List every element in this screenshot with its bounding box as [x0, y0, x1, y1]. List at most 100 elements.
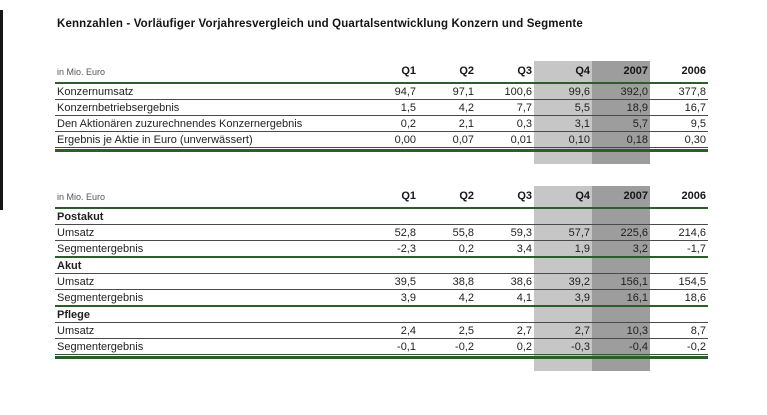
cell: 2,1 [458, 117, 474, 130]
cell: 214,6 [678, 226, 706, 239]
cell: 1,5 [400, 101, 416, 114]
cell: 9,5 [690, 117, 706, 130]
row-label: Segmentergebnis [57, 291, 144, 304]
cell: 5,5 [574, 101, 590, 114]
table-row: Umsatz 52,8 55,8 59,3 57,7 225,6 214,6 [55, 225, 708, 241]
unit-label: in Mio. Euro [57, 67, 106, 77]
cell: 38,8 [452, 275, 474, 288]
col-header-q4: Q4 [575, 190, 590, 202]
cell: 4,2 [458, 101, 474, 114]
cell: 0,3 [516, 117, 532, 130]
table-row: Segmentergebnis -2,3 0,2 3,4 1,9 3,2 -1,… [55, 241, 708, 257]
cell: 8,7 [690, 324, 706, 337]
cell: 59,3 [510, 226, 532, 239]
row-label: Den Aktionären zuzurechnendes Konzernerg… [57, 117, 303, 130]
col-header-2007: 2007 [623, 190, 648, 202]
col-header-q3: Q3 [517, 65, 532, 77]
cell: 3,9 [400, 291, 416, 304]
year-2007-highlight-band [592, 61, 650, 164]
cell: 1,9 [574, 242, 590, 255]
col-header-q2: Q2 [459, 190, 474, 202]
cell: 2,7 [574, 324, 590, 337]
segment-table-wrap: in Mio. Euro Q1 Q2 Q3 Q4 2007 2006 Posta… [55, 186, 708, 371]
table-row: Den Aktionären zuzurechnendes Konzernerg… [55, 116, 708, 132]
cell: 154,5 [678, 275, 706, 288]
cell: 97,1 [452, 85, 474, 98]
cell: 0,2 [458, 242, 474, 255]
col-header-q2: Q2 [459, 65, 474, 77]
cell: 4,1 [516, 291, 532, 304]
cell: -0,2 [455, 340, 474, 353]
cell: 16,1 [626, 291, 648, 304]
cell: -0,3 [571, 340, 590, 353]
cell: 52,8 [394, 226, 416, 239]
cell: 39,5 [394, 275, 416, 288]
col-header-q1: Q1 [401, 190, 416, 202]
cell: 16,7 [684, 101, 706, 114]
cell: 0,2 [400, 117, 416, 130]
cell: 0,2 [516, 340, 532, 353]
cell: 2,4 [400, 324, 416, 337]
cell: 3,4 [516, 242, 532, 255]
col-header-q1: Q1 [401, 65, 416, 77]
konzern-table-wrap: in Mio. Euro Q1 Q2 Q3 Q4 2007 2006 Konze… [55, 61, 708, 164]
cell: -1,7 [687, 242, 706, 255]
col-header-q3: Q3 [517, 190, 532, 202]
cell: 2,7 [516, 324, 532, 337]
table-row: Segmentergebnis 3,9 4,2 4,1 3,9 16,1 18,… [55, 290, 708, 306]
cell: 94,7 [394, 85, 416, 98]
cell: -0,4 [629, 340, 648, 353]
cell: -2,3 [397, 242, 416, 255]
table-row: Ergebnis je Aktie in Euro (unverwässert)… [55, 132, 708, 148]
row-label: Segmentergebnis [57, 340, 144, 353]
cell: 18,9 [626, 101, 648, 114]
section-header-akut: Akut [55, 257, 708, 274]
cell: 57,7 [568, 226, 590, 239]
cell: -0,1 [397, 340, 416, 353]
section-label: Postakut [57, 210, 104, 223]
cell: 3,2 [632, 242, 648, 255]
segment-table: in Mio. Euro Q1 Q2 Q3 Q4 2007 2006 Posta… [55, 186, 708, 355]
row-label: Umsatz [57, 226, 95, 239]
cell: 3,9 [574, 291, 590, 304]
section-label: Akut [57, 259, 82, 272]
segment-header-row: in Mio. Euro Q1 Q2 Q3 Q4 2007 2006 [55, 186, 708, 208]
section-header-postakut: Postakut [55, 208, 708, 225]
table-row: Umsatz 39,5 38,8 38,6 39,2 156,1 154,5 [55, 274, 708, 290]
cell: 377,8 [678, 85, 706, 98]
cell: 39,2 [568, 275, 590, 288]
cell: 5,7 [632, 117, 648, 130]
cell: 392,0 [620, 85, 648, 98]
cell: 99,6 [568, 85, 590, 98]
col-header-q4: Q4 [575, 65, 590, 77]
cell: 4,2 [458, 291, 474, 304]
table-row: Umsatz 2,4 2,5 2,7 2,7 10,3 8,7 [55, 323, 708, 339]
cell: 55,8 [452, 226, 474, 239]
table-row: Konzernumsatz 94,7 97,1 100,6 99,6 392,0… [55, 83, 708, 100]
cell: 100,6 [504, 85, 532, 98]
table-row: Segmentergebnis -0,1 -0,2 0,2 -0,3 -0,4 … [55, 339, 708, 355]
cell: 0,01 [510, 133, 532, 146]
cell: 0,07 [452, 133, 474, 146]
row-label: Konzernbetriebsergebnis [57, 101, 180, 114]
page-title: Kennzahlen - Vorläufiger Vorjahresvergle… [57, 18, 583, 30]
cell: 3,1 [574, 117, 590, 130]
cell: -0,2 [687, 340, 706, 353]
unit-label: in Mio. Euro [57, 192, 106, 202]
cell: 156,1 [620, 275, 648, 288]
q4-highlight-band [534, 61, 592, 164]
cell: 0,10 [568, 133, 590, 146]
cell: 225,6 [620, 226, 648, 239]
cell: 0,00 [394, 133, 416, 146]
table-row: Konzernbetriebsergebnis 1,5 4,2 7,7 5,5 … [55, 100, 708, 116]
row-label: Segmentergebnis [57, 242, 144, 255]
row-label: Ergebnis je Aktie in Euro (unverwässert) [57, 133, 253, 146]
cell: 18,6 [684, 291, 706, 304]
col-header-2006: 2006 [681, 65, 706, 77]
cell: 0,18 [626, 133, 648, 146]
year-2007-highlight-band [592, 186, 650, 371]
col-header-2007: 2007 [623, 65, 648, 77]
konzern-header-row: in Mio. Euro Q1 Q2 Q3 Q4 2007 2006 [55, 61, 708, 83]
cell: 7,7 [516, 101, 532, 114]
